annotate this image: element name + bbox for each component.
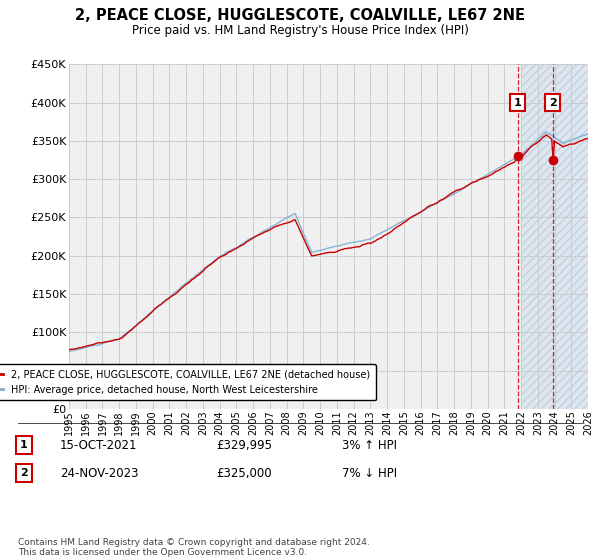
- Text: 24-NOV-2023: 24-NOV-2023: [60, 466, 139, 480]
- Text: 3% ↑ HPI: 3% ↑ HPI: [342, 438, 397, 452]
- Text: 2: 2: [20, 468, 28, 478]
- Text: £329,995: £329,995: [216, 438, 272, 452]
- Text: 2: 2: [549, 97, 557, 108]
- Text: 2, PEACE CLOSE, HUGGLESCOTE, COALVILLE, LE67 2NE: 2, PEACE CLOSE, HUGGLESCOTE, COALVILLE, …: [75, 8, 525, 24]
- Text: 15-OCT-2021: 15-OCT-2021: [60, 438, 137, 452]
- Text: 7% ↓ HPI: 7% ↓ HPI: [342, 466, 397, 480]
- Text: 1: 1: [20, 440, 28, 450]
- Text: Contains HM Land Registry data © Crown copyright and database right 2024.
This d: Contains HM Land Registry data © Crown c…: [18, 538, 370, 557]
- Bar: [521, 64, 588, 409]
- Text: Price paid vs. HM Land Registry's House Price Index (HPI): Price paid vs. HM Land Registry's House …: [131, 24, 469, 36]
- Bar: [521, 64, 588, 409]
- Legend: 2, PEACE CLOSE, HUGGLESCOTE, COALVILLE, LE67 2NE (detached house), HPI: Average : 2, PEACE CLOSE, HUGGLESCOTE, COALVILLE, …: [0, 364, 376, 400]
- Text: 1: 1: [514, 97, 521, 108]
- Text: £325,000: £325,000: [216, 466, 272, 480]
